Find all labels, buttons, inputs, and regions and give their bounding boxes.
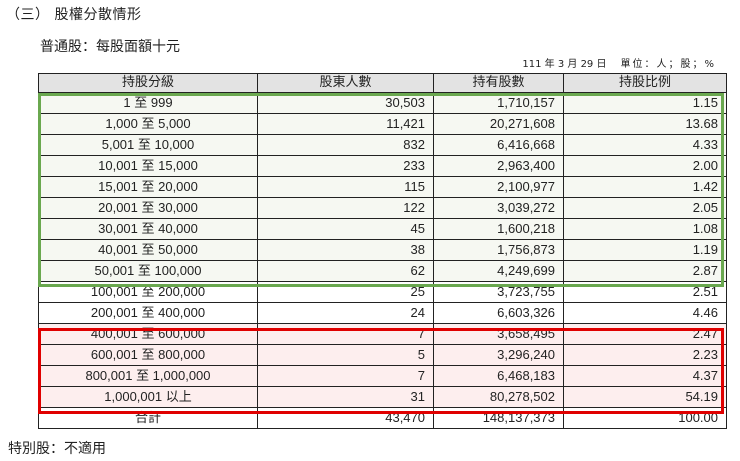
cell-percent: 54.19 [563, 386, 727, 408]
cell-range: 5,001 至 10,000 [38, 134, 258, 156]
cell-percent: 1.42 [563, 176, 727, 198]
cell-percent: 13.68 [563, 113, 727, 135]
cell-range: 600,001 至 800,000 [38, 344, 258, 366]
cell-holders: 30,503 [257, 92, 434, 114]
cell-holders: 24 [257, 302, 434, 324]
cell-holders: 7 [257, 365, 434, 387]
cell-range: 1,000 至 5,000 [38, 113, 258, 135]
table-row: 100,001 至 200,000 25 3,723,755 2.51 [38, 281, 727, 303]
table-row: 50,001 至 100,000 62 4,249,699 2.87 [38, 260, 727, 282]
header-holders: 股東人數 [257, 73, 434, 93]
header-shares: 持有股數 [433, 73, 564, 93]
table-row: 1,000 至 5,000 11,421 20,271,608 13.68 [38, 113, 727, 135]
cell-percent: 2.00 [563, 155, 727, 177]
cell-range: 30,001 至 40,000 [38, 218, 258, 240]
table-row: 600,001 至 800,000 5 3,296,240 2.23 [38, 344, 727, 366]
cell-holders: 31 [257, 386, 434, 408]
table-total-row: 合計 43,470 148,137,373 100.00 [38, 407, 727, 429]
cell-holders: 7 [257, 323, 434, 345]
cell-percent: 4.33 [563, 134, 727, 156]
table-row: 800,001 至 1,000,000 7 6,468,183 4.37 [38, 365, 727, 387]
header-range: 持股分級 [38, 73, 258, 93]
cell-percent: 2.05 [563, 197, 727, 219]
cell-holders: 38 [257, 239, 434, 261]
cell-range: 50,001 至 100,000 [38, 260, 258, 282]
table-row: 400,001 至 600,000 7 3,658,495 2.47 [38, 323, 727, 345]
cell-percent: 1.15 [563, 92, 727, 114]
cell-shares: 6,603,326 [433, 302, 564, 324]
total-label: 合計 [38, 407, 258, 429]
cell-percent: 4.46 [563, 302, 727, 324]
cell-shares: 6,416,668 [433, 134, 564, 156]
cell-shares: 3,723,755 [433, 281, 564, 303]
unit-label: 單位：人；股；% [620, 59, 716, 70]
table-row: 30,001 至 40,000 45 1,600,218 1.08 [38, 218, 727, 240]
cell-range: 800,001 至 1,000,000 [38, 365, 258, 387]
table-row: 20,001 至 30,000 122 3,039,272 2.05 [38, 197, 727, 219]
cell-percent: 2.23 [563, 344, 727, 366]
shareholding-distribution-table: 持股分級 股東人數 持有股數 持股比例 1 至 999 30,503 1,710… [38, 73, 727, 429]
cell-shares: 2,963,400 [433, 155, 564, 177]
table-row: 5,001 至 10,000 832 6,416,668 4.33 [38, 134, 727, 156]
cell-range: 40,001 至 50,000 [38, 239, 258, 261]
cell-percent: 2.51 [563, 281, 727, 303]
cell-shares: 1,756,873 [433, 239, 564, 261]
cell-shares: 4,249,699 [433, 260, 564, 282]
cell-shares: 20,271,608 [433, 113, 564, 135]
table-meta: 111 年 3 月 29 日 單位：人；股；% [522, 55, 716, 70]
cell-range: 15,001 至 20,000 [38, 176, 258, 198]
cell-holders: 25 [257, 281, 434, 303]
cell-shares: 3,658,495 [433, 323, 564, 345]
cell-shares: 1,600,218 [433, 218, 564, 240]
cell-holders: 11,421 [257, 113, 434, 135]
total-holders: 43,470 [257, 407, 434, 429]
cell-holders: 5 [257, 344, 434, 366]
cell-holders: 45 [257, 218, 434, 240]
cell-percent: 4.37 [563, 365, 727, 387]
cell-shares: 80,278,502 [433, 386, 564, 408]
cell-percent: 2.87 [563, 260, 727, 282]
cell-range: 200,001 至 400,000 [38, 302, 258, 324]
cell-shares: 3,039,272 [433, 197, 564, 219]
cell-holders: 233 [257, 155, 434, 177]
header-percent: 持股比例 [563, 73, 727, 93]
cell-holders: 832 [257, 134, 434, 156]
cell-range: 10,001 至 15,000 [38, 155, 258, 177]
table-header-row: 持股分級 股東人數 持有股數 持股比例 [38, 73, 727, 93]
table-row: 1 至 999 30,503 1,710,157 1.15 [38, 92, 727, 114]
cell-range: 1 至 999 [38, 92, 258, 114]
cell-range: 1,000,001 以上 [38, 386, 258, 408]
cell-holders: 115 [257, 176, 434, 198]
cell-shares: 1,710,157 [433, 92, 564, 114]
section-title: （三） 股權分散情形 [6, 7, 142, 23]
total-shares: 148,137,373 [433, 407, 564, 429]
cell-percent: 1.08 [563, 218, 727, 240]
cell-shares: 6,468,183 [433, 365, 564, 387]
cell-shares: 2,100,977 [433, 176, 564, 198]
cell-range: 400,001 至 600,000 [38, 323, 258, 345]
table-row: 200,001 至 400,000 24 6,603,326 4.46 [38, 302, 727, 324]
table-row: 15,001 至 20,000 115 2,100,977 1.42 [38, 176, 727, 198]
cell-range: 20,001 至 30,000 [38, 197, 258, 219]
shareholding-table-container: 持股分級 股東人數 持有股數 持股比例 1 至 999 30,503 1,710… [38, 73, 727, 429]
total-percent: 100.00 [563, 407, 727, 429]
cell-holders: 62 [257, 260, 434, 282]
cell-range: 100,001 至 200,000 [38, 281, 258, 303]
subtitle: 普通股：每股面額十元 [40, 39, 180, 55]
cell-percent: 1.19 [563, 239, 727, 261]
footnote: 特別股：不適用 [8, 441, 106, 457]
date-label: 111 年 3 月 29 日 [522, 59, 607, 70]
table-row: 1,000,001 以上 31 80,278,502 54.19 [38, 386, 727, 408]
table-row: 40,001 至 50,000 38 1,756,873 1.19 [38, 239, 727, 261]
table-row: 10,001 至 15,000 233 2,963,400 2.00 [38, 155, 727, 177]
cell-shares: 3,296,240 [433, 344, 564, 366]
cell-holders: 122 [257, 197, 434, 219]
cell-percent: 2.47 [563, 323, 727, 345]
